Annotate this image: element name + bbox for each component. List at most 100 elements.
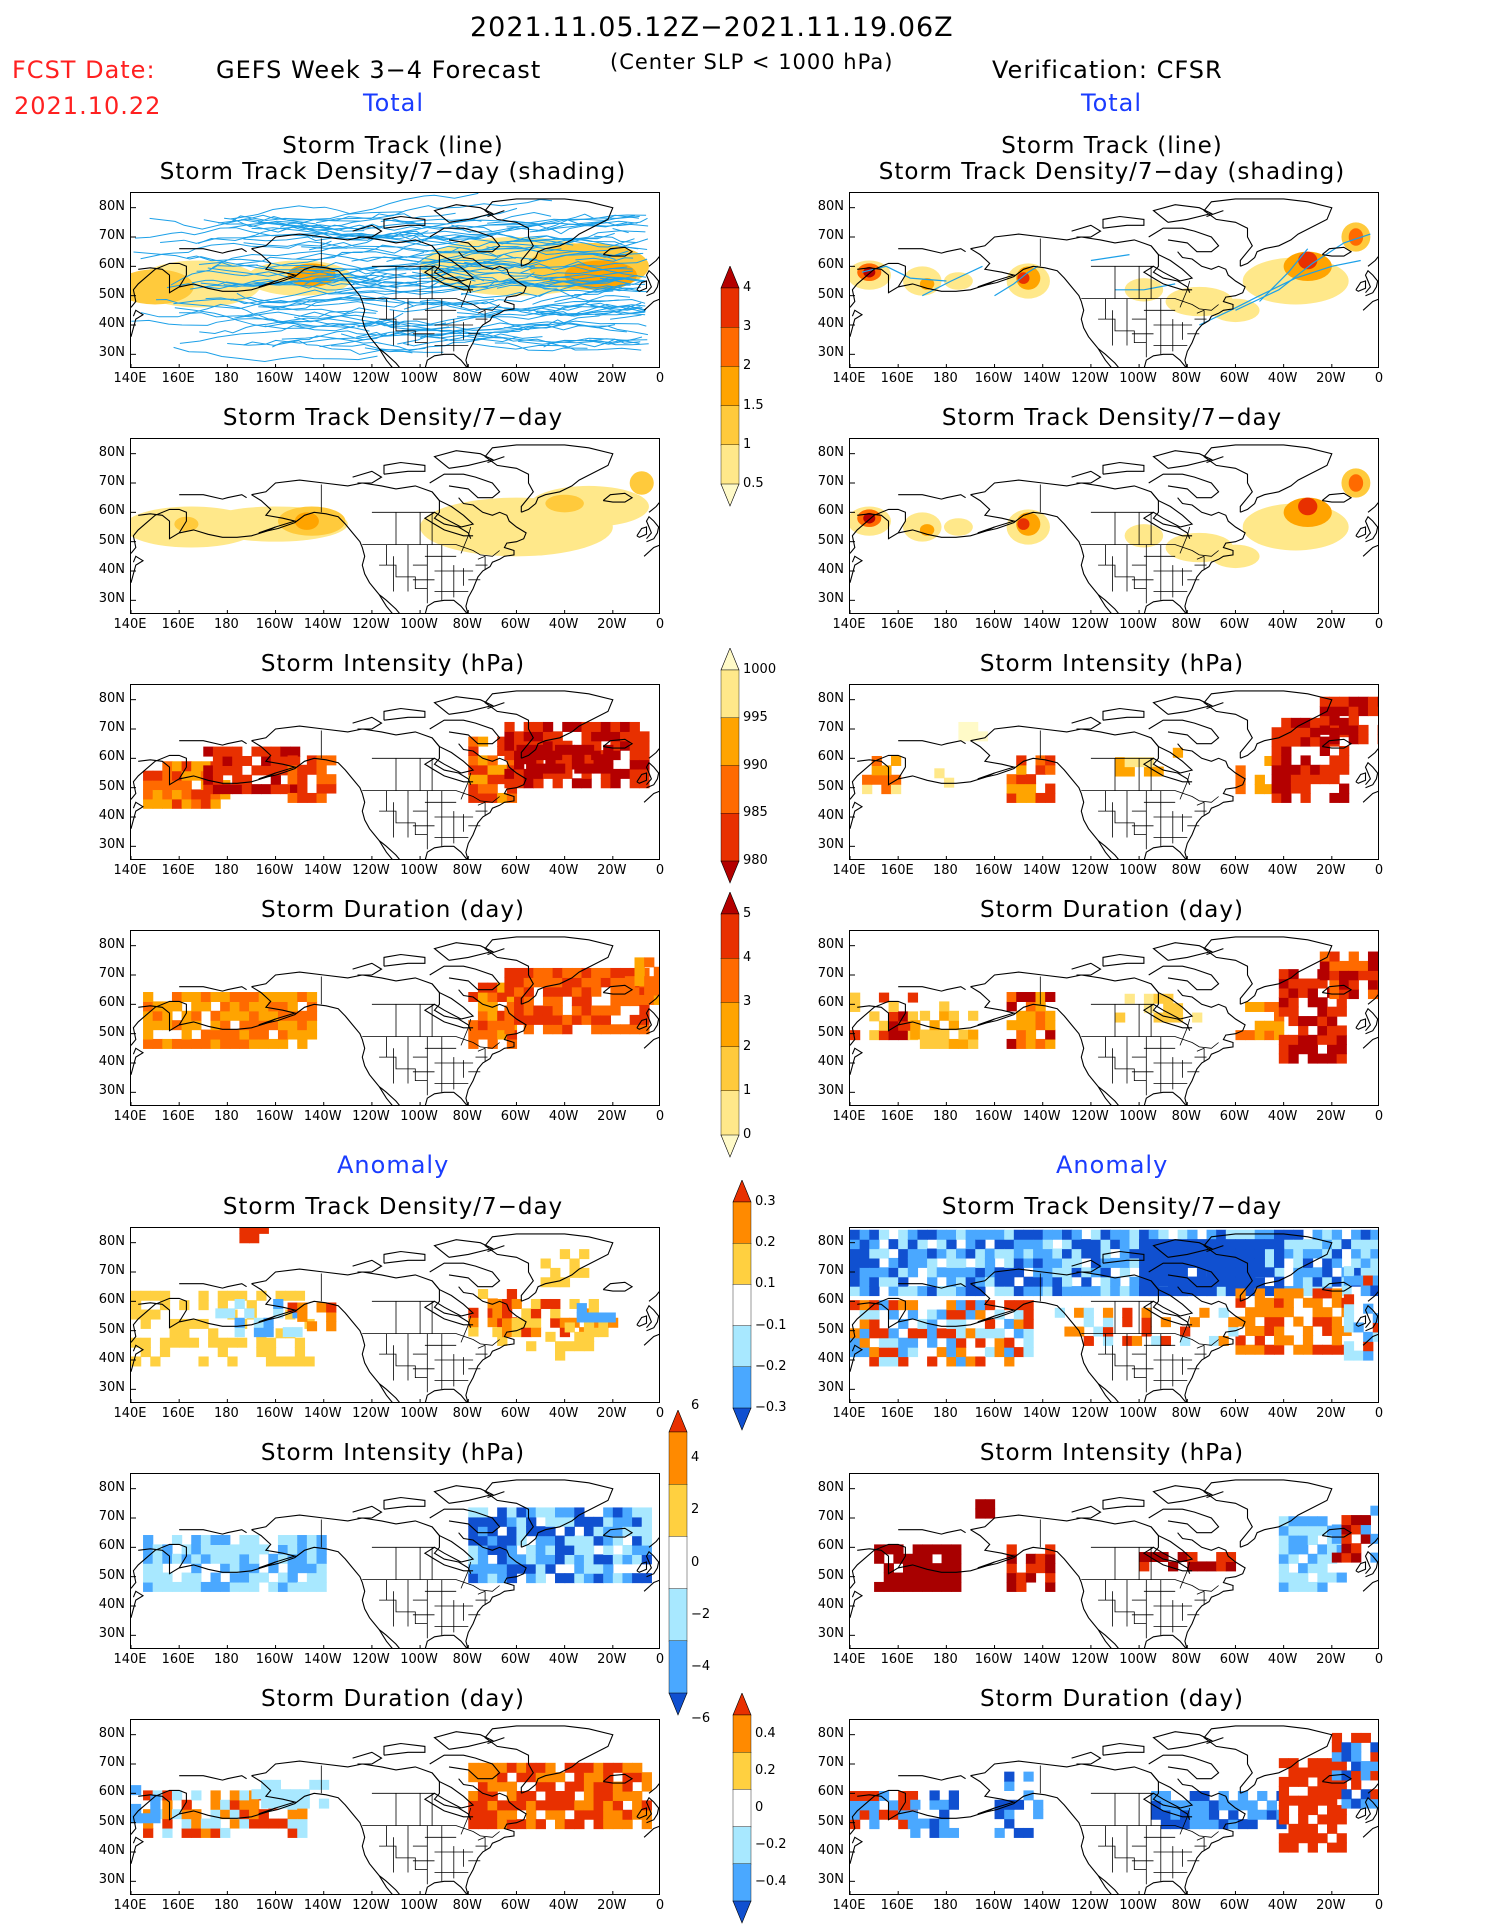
- lat-tick-label: 60N: [817, 1538, 844, 1554]
- lat-tick-label: 30N: [98, 1380, 125, 1396]
- lat-tick-label: 40N: [817, 316, 844, 331]
- lon-tick-label: 20W: [1316, 863, 1346, 878]
- lat-tick-label: 70N: [817, 474, 844, 489]
- lon-tick-label: 20W: [1316, 1898, 1346, 1913]
- lon-tick-label: 160E: [880, 1406, 914, 1421]
- lon-tick-label: 160W: [255, 371, 294, 386]
- lon-tick-label: 120W: [352, 863, 390, 878]
- lon-tick-label: 120W: [352, 617, 390, 632]
- lon-tick-label: 140W: [303, 863, 342, 878]
- lon-tick-label: 180: [213, 1652, 239, 1667]
- lon-tick-label: 160E: [161, 863, 195, 878]
- lat-tick-label: 40N: [98, 808, 125, 823]
- lat-tick-label: 30N: [817, 345, 844, 361]
- lat-tick-label: 80N: [98, 1233, 125, 1249]
- map-cfsr-density: [849, 438, 1379, 614]
- lat-tick-label: 80N: [98, 444, 125, 460]
- lon-tick-label: 20W: [1316, 617, 1346, 632]
- map-gefs-duration: [130, 930, 660, 1106]
- lon-tick-label: 160E: [161, 617, 195, 632]
- map-gefs-anom-duration: [130, 1719, 660, 1895]
- map-cfsr-intensity: [849, 684, 1379, 860]
- lon-tick-label: 20W: [1316, 1109, 1346, 1124]
- lon-tick-label: 20W: [1316, 1652, 1346, 1667]
- lon-tick-label: 120W: [352, 371, 390, 386]
- lat-tick-label: 30N: [98, 1626, 125, 1642]
- lon-tick-label: 80W: [1171, 1109, 1201, 1124]
- colorbar-tick-label: 1.5: [743, 397, 764, 413]
- colorbar-tick-label: 6: [691, 1397, 700, 1413]
- lon-tick-label: 180: [932, 617, 958, 632]
- lon-tick-label: 40W: [1267, 1109, 1298, 1124]
- lat-tick-label: 30N: [98, 1083, 125, 1099]
- colorbar-tick-label: 0.2: [755, 1235, 776, 1251]
- lon-tick-label: 40W: [548, 1406, 579, 1421]
- lon-tick-label: 140E: [113, 1898, 147, 1913]
- lat-tick-label: 60N: [98, 749, 125, 765]
- lon-tick-label: 180: [213, 1109, 239, 1124]
- lon-tick-label: 140E: [113, 1406, 147, 1421]
- lat-tick-label: 70N: [817, 1755, 844, 1770]
- lon-tick-label: 180: [213, 1898, 239, 1913]
- title-density-obs: Storm Track Density/7−day: [941, 405, 1283, 431]
- lon-tick-label: 160E: [880, 1898, 914, 1913]
- lon-tick-label: 80W: [452, 1652, 482, 1667]
- forecast-period: 2021.11.05.12Z−2021.11.19.06Z: [470, 12, 954, 43]
- lat-tick-label: 40N: [98, 562, 125, 577]
- colorbar-tick-label: −0.1: [755, 1317, 787, 1333]
- map-cfsr-duration: [849, 930, 1379, 1106]
- lon-tick-label: 100W: [1119, 863, 1157, 878]
- lon-tick-label: 40W: [1267, 1406, 1298, 1421]
- lon-tick-label: 120W: [352, 1406, 390, 1421]
- colorbar-tick-label: 990: [743, 757, 768, 773]
- lon-tick-label: 160W: [974, 1406, 1013, 1421]
- lon-tick-label: 140E: [832, 1898, 866, 1913]
- lat-tick-label: 30N: [817, 1083, 844, 1099]
- title-track-shading-obs: Storm Track Density/7−day (shading): [878, 159, 1346, 185]
- lon-tick-label: 140W: [303, 371, 342, 386]
- lat-tick-label: 60N: [817, 1784, 844, 1800]
- lat-tick-label: 70N: [98, 720, 125, 735]
- lat-tick-label: 50N: [817, 1024, 844, 1040]
- lat-tick-label: 80N: [817, 1725, 844, 1741]
- lat-tick-label: 50N: [98, 1321, 125, 1337]
- lon-tick-label: 160W: [255, 1406, 294, 1421]
- lon-tick-label: 160E: [161, 371, 195, 386]
- lon-tick-label: 160E: [880, 371, 914, 386]
- lon-tick-label: 180: [932, 1109, 958, 1124]
- colorbar-tick-label: 2: [691, 1502, 700, 1518]
- lon-tick-label: 0: [655, 1652, 665, 1667]
- colorbar-tick-label: −0.3: [755, 1400, 787, 1415]
- lat-tick-label: 60N: [98, 1538, 125, 1554]
- lon-tick-label: 140E: [832, 1109, 866, 1124]
- lon-tick-label: 160W: [255, 617, 294, 632]
- colorbar-tick-label: −0.2: [755, 1358, 787, 1374]
- lat-tick-label: 80N: [98, 690, 125, 706]
- lat-tick-label: 40N: [98, 1054, 125, 1069]
- lon-tick-label: 20W: [597, 371, 627, 386]
- lon-tick-label: 140W: [303, 1652, 342, 1667]
- lon-tick-label: 160E: [161, 1109, 195, 1124]
- colorbar-tick-label: 0: [691, 1554, 700, 1570]
- fcst-date-label: FCST Date:: [12, 56, 156, 84]
- lon-tick-label: 100W: [1119, 371, 1157, 386]
- colorbar-tick-label: 0.5: [743, 476, 764, 491]
- lon-tick-label: 100W: [400, 1109, 438, 1124]
- lat-tick-label: 80N: [98, 936, 125, 952]
- lat-tick-label: 60N: [98, 995, 125, 1011]
- lat-tick-label: 70N: [98, 474, 125, 489]
- lat-tick-label: 40N: [98, 1351, 125, 1366]
- lon-tick-label: 80W: [1171, 863, 1201, 878]
- colorbar-duration: [720, 891, 740, 1163]
- lat-tick-label: 30N: [817, 1872, 844, 1888]
- title-density: Storm Track Density/7−day: [222, 405, 564, 431]
- lon-tick-label: 40W: [548, 1652, 579, 1667]
- lon-tick-label: 20W: [597, 1652, 627, 1667]
- lat-tick-label: 80N: [817, 198, 844, 214]
- map-gefs-track: [130, 192, 660, 368]
- lon-tick-label: 140W: [1022, 1898, 1061, 1913]
- lat-tick-label: 60N: [98, 1784, 125, 1800]
- lon-tick-label: 40W: [548, 371, 579, 386]
- colorbar-tick-label: 1: [743, 436, 752, 452]
- lat-tick-label: 30N: [98, 837, 125, 853]
